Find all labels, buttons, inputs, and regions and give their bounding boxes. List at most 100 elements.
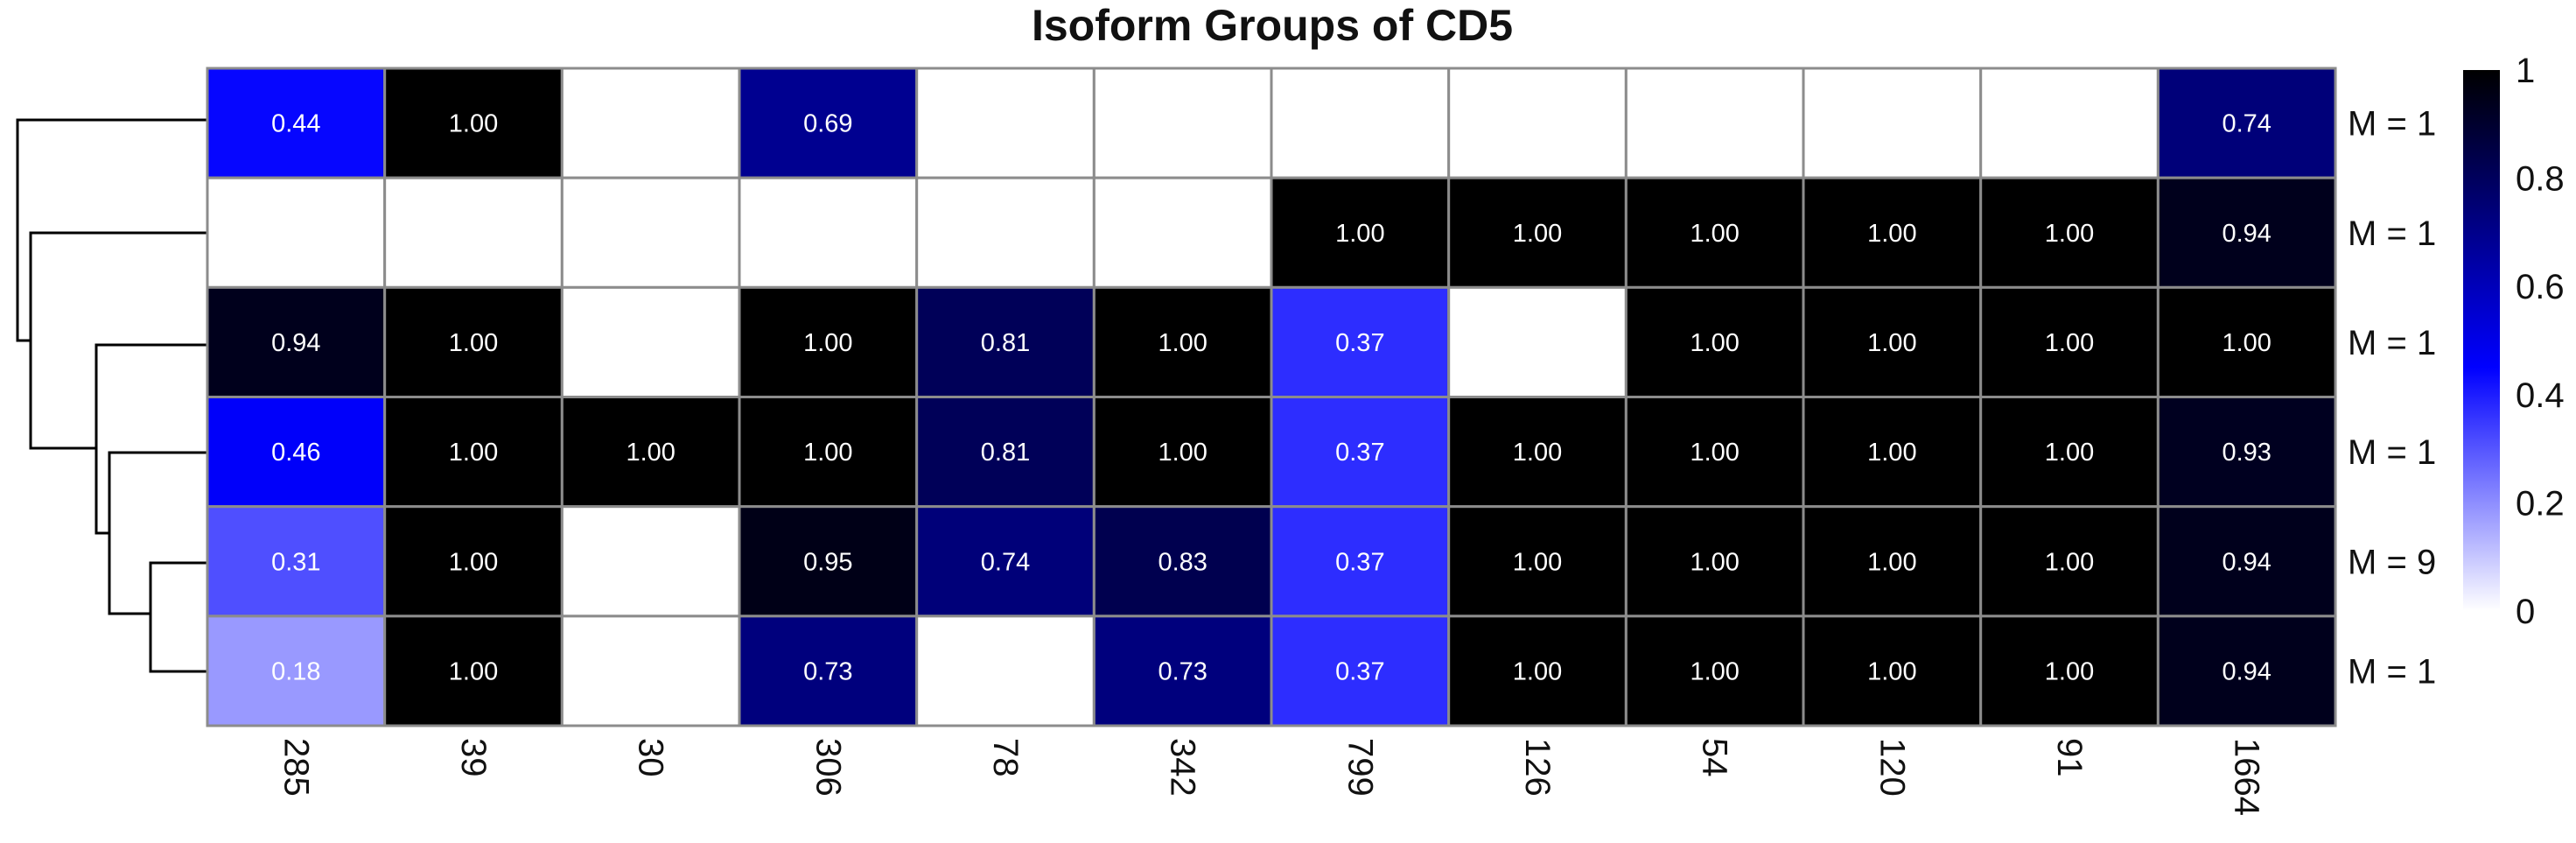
column-label: 54 [1696, 738, 1734, 777]
column-label: 30 [632, 738, 670, 777]
heatmap-cell [2156, 396, 2337, 509]
row-label: M = 9 [2348, 543, 2436, 581]
heatmap-cell [206, 176, 387, 289]
cell-value-label: 0.94 [271, 329, 320, 357]
column-label: 39 [454, 738, 493, 777]
heatmap-cell [1092, 176, 1273, 289]
column-label: 306 [808, 738, 847, 797]
column-labels: 285 39 30 306 78 342 799 126 54 120 91 1664 [276, 738, 2265, 816]
cell-value-label: 1.00 [449, 329, 498, 357]
heatmap-cell [1447, 285, 1628, 399]
heatmap-cell [560, 615, 741, 727]
column-label: 78 [986, 738, 1025, 777]
heatmap-cell [1979, 176, 2160, 289]
cell-value-label: 1.00 [1867, 329, 1916, 357]
cell-value-label: 1.00 [1690, 439, 1739, 467]
heatmap-cell [560, 176, 741, 289]
heatmap-cell [1979, 67, 2160, 179]
heatmap-cell [2156, 505, 2337, 618]
row-labels: M = 1 M = 1 M = 1 M = 1 M = 9 M = 1 [2348, 105, 2436, 692]
cell-value-label: 1.00 [2045, 657, 2094, 685]
color-scale-tick-label: 1 [2516, 52, 2535, 90]
heatmap-cell [1624, 615, 1805, 727]
cell-value-label: 0.31 [271, 548, 320, 576]
heatmap-cell [1092, 615, 1273, 727]
heatmap-cell [2156, 67, 2337, 179]
heatmap-cell [206, 67, 387, 179]
cell-value-label: 0.37 [1335, 548, 1384, 576]
cell-value-label: 1.00 [2045, 548, 2094, 576]
cell-value-label: 1.00 [449, 110, 498, 138]
color-scale-tick-label: 0.2 [2516, 484, 2565, 523]
heatmap-cell [1802, 615, 1983, 727]
heatmap-cell [1802, 505, 1983, 618]
cell-value-label: 1.00 [449, 657, 498, 685]
heatmap-cell [1979, 285, 2160, 399]
heatmap-cell [915, 285, 1096, 399]
cell-value-label: 1.00 [1867, 439, 1916, 467]
column-label: 91 [2050, 738, 2089, 777]
color-scale-tick-label: 0.6 [2516, 268, 2565, 306]
cell-value-label: 1.00 [626, 439, 675, 467]
cell-value-label: 1.00 [1867, 220, 1916, 248]
heatmap-cell [1092, 285, 1273, 399]
color-scale-tick-label: 0.8 [2516, 160, 2565, 199]
cell-value-label: 1.00 [1158, 439, 1207, 467]
cell-value-label: 1.00 [803, 329, 852, 357]
cell-value-label: 0.69 [803, 110, 852, 138]
cell-value-label: 1.00 [1513, 220, 1562, 248]
row-label: M = 1 [2348, 433, 2436, 472]
heatmap-cell [1447, 67, 1628, 179]
heatmap-cell [206, 396, 387, 509]
color-scale-tick-label: 0.4 [2516, 376, 2565, 415]
heatmap-cell [1802, 285, 1983, 399]
heatmap-cell [560, 396, 741, 509]
heatmap-cell [560, 285, 741, 399]
heatmap-cell [2156, 176, 2337, 289]
heatmap-cell [1802, 176, 1983, 289]
cell-value-label: 0.74 [981, 548, 1030, 576]
column-label: 120 [1872, 738, 1911, 797]
cell-value-label: 0.93 [2222, 439, 2271, 467]
cell-value-label: 0.73 [803, 657, 852, 685]
column-label: 1664 [2228, 738, 2266, 816]
cell-value-label: 1.00 [2222, 329, 2271, 357]
heatmap-cell [1624, 285, 1805, 399]
heatmap-cell [2156, 615, 2337, 727]
heatmap-cell [1447, 615, 1628, 727]
cell-value-label: 1.00 [1335, 220, 1384, 248]
cell-value-label: 1.00 [1690, 657, 1739, 685]
cell-value-label: 1.00 [1513, 439, 1562, 467]
cell-value-label: 1.00 [2045, 220, 2094, 248]
heatmap-cell [1092, 67, 1273, 179]
cell-value-label: 0.73 [1158, 657, 1207, 685]
heatmap-cell [738, 396, 919, 509]
cell-value-label: 0.37 [1335, 329, 1384, 357]
column-label: 799 [1340, 738, 1379, 797]
heatmap-cell [1270, 396, 1451, 509]
cell-value-label: 0.46 [271, 439, 320, 467]
cell-value-label: 0.81 [981, 329, 1030, 357]
color-scale-gradient [2463, 70, 2500, 611]
cell-value-label: 1.00 [1513, 548, 1562, 576]
cell-value-label: 1.00 [1158, 329, 1207, 357]
heatmap-cell [1270, 505, 1451, 618]
heatmap-cell [1270, 67, 1451, 179]
heatmap-cell [206, 285, 387, 399]
column-label: 285 [276, 738, 315, 797]
heatmap-cell [1447, 505, 1628, 618]
cell-value-label: 1.00 [1513, 657, 1562, 685]
heatmap-cells: 0.44 1.00 0.69 0.74 1.00 1.00 1.00 1.00 1.00 0.94… [206, 67, 2337, 727]
heatmap-cell [383, 285, 564, 399]
heatmap-cell [206, 505, 387, 618]
cell-value-label: 0.95 [803, 548, 852, 576]
cell-value-label: 1.00 [803, 439, 852, 467]
cell-value-label: 0.18 [271, 657, 320, 685]
row-label: M = 1 [2348, 652, 2436, 691]
heatmap-cell [1447, 396, 1628, 509]
cell-value-label: 0.94 [2222, 548, 2271, 576]
cell-value-label: 1.00 [449, 439, 498, 467]
heatmap-cell [1802, 67, 1983, 179]
heatmap-cell [2156, 285, 2337, 399]
